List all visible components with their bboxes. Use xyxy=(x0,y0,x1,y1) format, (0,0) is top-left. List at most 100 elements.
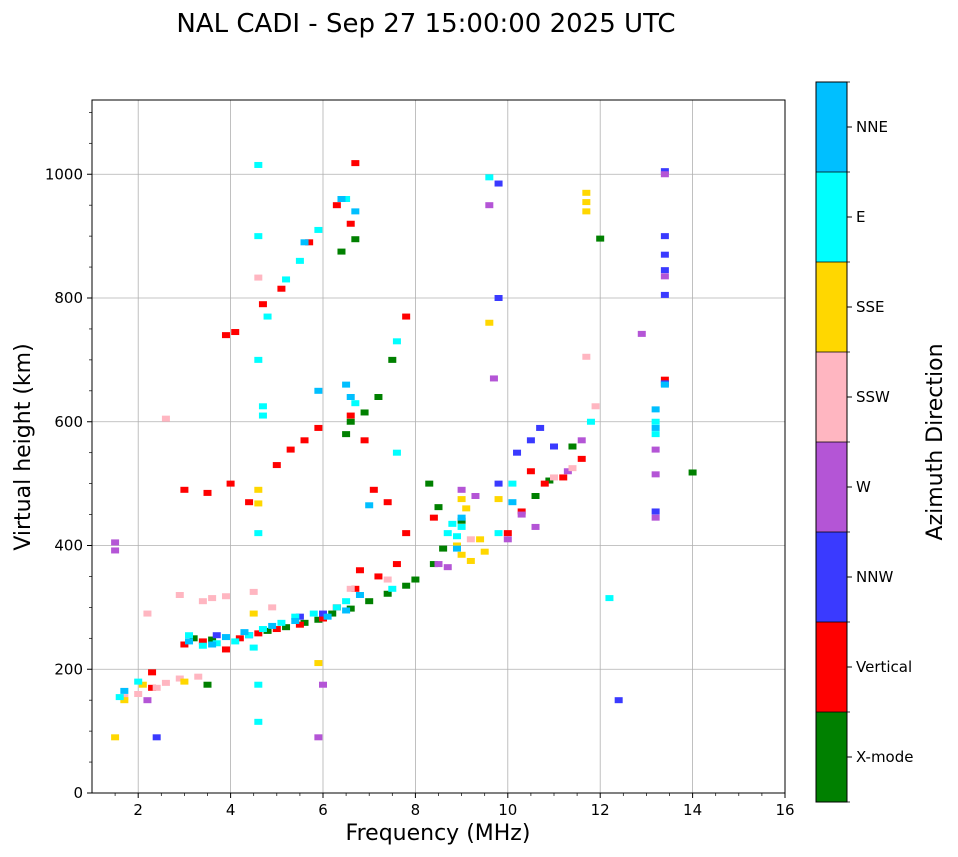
point-x-mode xyxy=(203,681,212,688)
point-vertical xyxy=(148,669,157,676)
point-vertical xyxy=(369,486,378,493)
point-vertical xyxy=(540,480,549,487)
point-nnw xyxy=(526,437,535,444)
point-x-mode xyxy=(429,561,438,568)
point-e xyxy=(115,694,124,701)
point-ssw xyxy=(194,673,203,680)
point-e xyxy=(494,530,503,537)
colorbar-label-item: SSW xyxy=(856,388,890,406)
point-e xyxy=(185,632,194,639)
point-w xyxy=(434,561,443,568)
point-e xyxy=(508,480,517,487)
point-sse xyxy=(138,681,147,688)
point-vertical xyxy=(660,376,669,383)
point-nne xyxy=(660,381,669,388)
point-vertical xyxy=(198,638,207,645)
point-x-mode xyxy=(531,493,540,499)
point-e xyxy=(291,613,300,620)
point-vertical xyxy=(429,514,438,521)
point-sse xyxy=(254,486,263,493)
point-sse xyxy=(466,557,475,564)
point-nne xyxy=(268,622,277,629)
x-tick-label: 14 xyxy=(683,801,702,819)
point-x-mode xyxy=(346,418,355,425)
point-vertical xyxy=(517,508,526,515)
point-x-mode xyxy=(425,480,434,487)
point-vertical xyxy=(277,285,286,292)
point-e xyxy=(134,678,143,685)
point-sse xyxy=(254,500,263,507)
point-ssw xyxy=(161,415,170,422)
point-nnw xyxy=(494,180,503,187)
point-vertical xyxy=(346,412,355,419)
colorbar-label-item: NNW xyxy=(856,568,893,586)
point-nnw xyxy=(660,251,669,258)
point-ssw xyxy=(134,691,143,697)
colorbar-segment xyxy=(816,622,847,712)
point-ssw xyxy=(120,694,129,701)
point-e xyxy=(212,640,221,647)
point-vertical xyxy=(559,474,568,481)
point-e xyxy=(258,403,267,410)
point-e xyxy=(258,626,267,633)
point-sse xyxy=(494,496,503,503)
x-tick-label: 6 xyxy=(318,801,328,819)
point-e xyxy=(254,718,263,725)
point-e xyxy=(332,604,341,611)
point-w xyxy=(319,681,327,688)
point-w xyxy=(660,273,669,280)
colorbar-label-item: W xyxy=(856,478,871,496)
point-nne xyxy=(342,381,351,388)
y-tick-label: 1000 xyxy=(45,165,83,183)
point-x-mode xyxy=(568,443,577,450)
colorbar-label-item: NNE xyxy=(856,118,888,136)
point-e xyxy=(485,174,494,181)
point-ssw xyxy=(249,588,258,595)
y-tick-label: 600 xyxy=(54,413,83,431)
point-nne xyxy=(208,641,217,648)
point-nne xyxy=(337,196,346,202)
point-vertical xyxy=(221,332,230,339)
point-sse xyxy=(582,189,591,196)
point-vertical xyxy=(258,301,267,308)
point-sse xyxy=(457,496,466,503)
point-sse xyxy=(452,542,461,549)
point-nnw xyxy=(494,295,503,301)
point-x-mode xyxy=(360,409,369,416)
x-tick-label: 10 xyxy=(498,801,517,819)
point-e xyxy=(392,338,401,345)
point-nnw xyxy=(513,449,522,456)
point-x-mode xyxy=(388,356,397,363)
point-e xyxy=(605,595,614,602)
point-vertical xyxy=(351,585,360,592)
point-e xyxy=(314,226,323,233)
point-vertical xyxy=(360,437,369,444)
point-sse xyxy=(582,208,591,215)
y-tick-label: 800 xyxy=(54,289,83,307)
point-sse xyxy=(249,610,258,617)
point-ssw xyxy=(161,679,170,686)
point-nnw xyxy=(212,632,221,639)
point-ssw xyxy=(591,403,600,410)
point-e xyxy=(351,400,360,407)
colorbar-label: Azimuth Direction xyxy=(923,343,948,540)
point-w xyxy=(660,171,669,178)
point-nne xyxy=(323,613,332,620)
point-ssw xyxy=(346,585,355,592)
point-w xyxy=(651,446,660,453)
point-w xyxy=(443,564,452,571)
point-vertical xyxy=(272,462,281,469)
point-x-mode xyxy=(346,605,355,612)
point-w xyxy=(637,330,646,337)
point-e xyxy=(254,530,263,537)
point-nnw xyxy=(614,697,623,704)
point-e xyxy=(249,644,258,651)
y-axis-ticks: 0 200 400 600 800 1000 xyxy=(45,112,92,802)
colorbar-label-item: E xyxy=(856,208,865,226)
point-ssw xyxy=(143,610,152,617)
point-vertical xyxy=(221,646,230,653)
point-w xyxy=(485,202,494,209)
point-w xyxy=(651,471,660,478)
point-ssw xyxy=(568,465,577,472)
